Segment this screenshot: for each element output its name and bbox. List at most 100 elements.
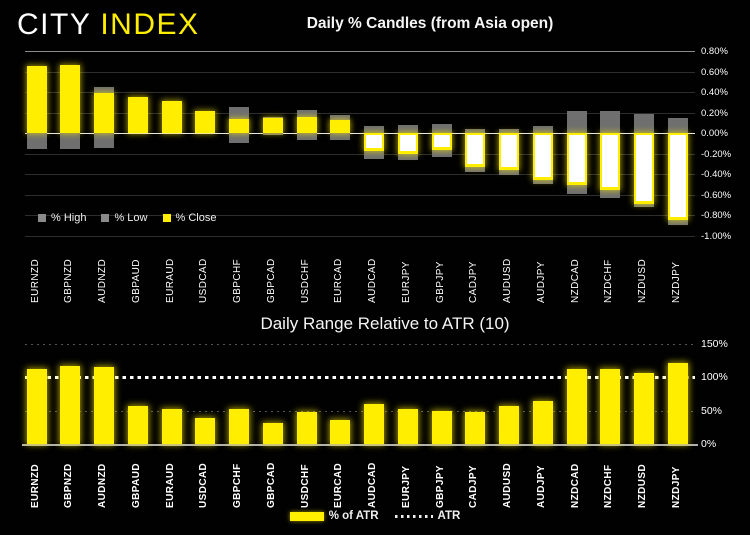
x-tick-label-GBPJPY: GBPJPY: [434, 465, 446, 508]
x-tick-label-NZDCAD: NZDCAD: [569, 463, 581, 508]
gridline: [25, 133, 695, 134]
legend-label-high: % High: [51, 212, 87, 224]
pct-atr-swatch-icon: [289, 511, 324, 521]
y-tick-label: -0.60%: [701, 189, 732, 201]
candle-close-NZDJPY: [667, 133, 688, 221]
x-tick-label-AUDCAD: AUDCAD: [367, 258, 378, 303]
y-tick-label: 50%: [701, 404, 723, 417]
candle-close-AUDCAD: [364, 133, 384, 152]
legend-item-pct-atr: % of ATR: [289, 510, 379, 522]
candle-close-USDCAD: [195, 111, 216, 133]
legend-item-low: % Low: [101, 212, 148, 224]
x-tick-label-USDCHF: USDCHF: [299, 463, 311, 508]
x-tick-label-GBPNZD: GBPNZD: [63, 258, 75, 303]
x-tick-label-NZDUSD: NZDUSD: [637, 463, 648, 508]
x-tick-label-GBPCAD: GBPCAD: [265, 258, 277, 303]
y-tick-label: 0%: [701, 438, 717, 450]
y-tick-label: 0.60%: [701, 66, 728, 78]
candle-close-USDCHF: [296, 116, 317, 133]
gridline: [25, 174, 695, 175]
x-tick-label-NZDUSD: NZDUSD: [637, 258, 648, 303]
atr-dotted-line-icon: [394, 514, 433, 518]
y-tick-label: -0.40%: [701, 169, 732, 180]
x-tick-label-EURCAD: EURCAD: [333, 258, 345, 303]
x-tick-label-GBPJPY: GBPJPY: [434, 261, 446, 303]
legend-item-atr: ATR: [394, 510, 461, 522]
x-tick-label-EURAUD: EURAUD: [164, 462, 176, 508]
y-tick-label: -0.20%: [701, 148, 732, 160]
x-axis-line: [22, 444, 698, 446]
x-tick-label-NZDJPY: NZDJPY: [670, 466, 682, 508]
x-tick-label-NZDCHF: NZDCHF: [603, 259, 615, 303]
atr-bar-AUDNZD: [94, 367, 114, 444]
legend-label-low: % Low: [114, 212, 148, 224]
atr-bar-USDCAD: [195, 418, 216, 444]
gridline: [25, 235, 695, 237]
candle-close-NZDUSD: [634, 133, 654, 204]
gridline: [25, 112, 695, 114]
y-tick-label: -0.80%: [701, 210, 732, 221]
candle-close-AUDNZD: [94, 93, 114, 133]
candle-close-GBPNZD: [60, 65, 81, 133]
x-tick-label-AUDNZD: AUDNZD: [97, 463, 108, 508]
gridline: [25, 51, 695, 52]
atr-bar-GBPAUD: [127, 406, 148, 444]
legend-item-high: % High: [38, 212, 86, 224]
x-tick-label-AUDNZD: AUDNZD: [97, 258, 108, 303]
atr-bar-AUDUSD: [499, 406, 519, 444]
x-tick-label-EURAUD: EURAUD: [164, 258, 176, 303]
x-tick-label-NZDCAD: NZDCAD: [569, 258, 581, 303]
y-tick-label: 150%: [701, 338, 728, 350]
x-tick-label-AUDUSD: AUDUSD: [502, 462, 513, 508]
atr-bar-EURNZD: [26, 369, 47, 444]
x-tick-label-GBPCAD: GBPCAD: [265, 462, 277, 508]
atr-bar-NZDCHF: [600, 369, 621, 444]
legend-label-pct-atr: % of ATR: [328, 510, 379, 522]
legend-label-atr: ATR: [437, 510, 461, 522]
x-tick-label-GBPAUD: GBPAUD: [130, 463, 142, 508]
candle-close-AUDJPY: [532, 133, 553, 181]
x-tick-label-USDCHF: USDCHF: [299, 258, 311, 303]
x-tick-label-CADJPY: CADJPY: [468, 261, 480, 303]
logo-index: INDEX: [100, 8, 200, 41]
low-swatch-icon: [101, 214, 110, 222]
atr-bar-CADJPY: [465, 412, 486, 444]
gridline: [25, 344, 695, 345]
logo-city: CITY: [17, 8, 92, 41]
atr-bar-NZDCAD: [566, 368, 587, 444]
atr-reference-line: [25, 376, 695, 380]
legend-item-close: % Close: [162, 212, 216, 224]
y-tick-label: 0.80%: [701, 46, 728, 57]
chart2-legend: % of ATR ATR: [0, 510, 750, 522]
city-index-logo: CITY INDEX: [17, 8, 200, 42]
candle-close-EURCAD: [330, 119, 351, 133]
atr-bar-EURJPY: [397, 409, 418, 444]
atr-bar-AUDJPY: [532, 400, 553, 444]
x-tick-label-GBPCHF: GBPCHF: [232, 258, 243, 303]
x-tick-label-GBPAUD: GBPAUD: [130, 259, 142, 303]
high-swatch-icon: [38, 214, 46, 222]
atr-bar-EURCAD: [330, 420, 351, 444]
gridline: [25, 215, 695, 216]
x-tick-label-EURJPY: EURJPY: [400, 261, 412, 303]
x-tick-label-NZDCHF: NZDCHF: [603, 464, 615, 508]
atr-bar-NZDJPY: [667, 363, 688, 444]
y-tick-label: -1.00%: [701, 230, 732, 242]
x-tick-label-CADJPY: CADJPY: [468, 465, 480, 508]
x-tick-label-AUDJPY: AUDJPY: [535, 261, 547, 303]
x-tick-label-NZDJPY: NZDJPY: [670, 261, 682, 303]
chart2-title: Daily Range Relative to ATR (10): [260, 314, 510, 333]
x-tick-label-USDCAD: USDCAD: [198, 462, 210, 508]
atr-bar-USDCHF: [296, 412, 317, 444]
candle-close-CADJPY: [465, 133, 486, 167]
x-tick-label-GBPCHF: GBPCHF: [232, 463, 243, 508]
x-tick-label-AUDCAD: AUDCAD: [367, 462, 378, 508]
candle-close-GBPCHF: [229, 118, 249, 133]
x-tick-label-EURNZD: EURNZD: [29, 463, 41, 508]
atr-bar-GBPCHF: [229, 409, 249, 444]
x-tick-label-AUDJPY: AUDJPY: [535, 465, 547, 508]
atr-bar-GBPCAD: [262, 423, 283, 444]
candle-close-GBPAUD: [127, 97, 148, 133]
candle-close-EURAUD: [161, 101, 182, 133]
x-tick-label-AUDUSD: AUDUSD: [502, 258, 513, 303]
